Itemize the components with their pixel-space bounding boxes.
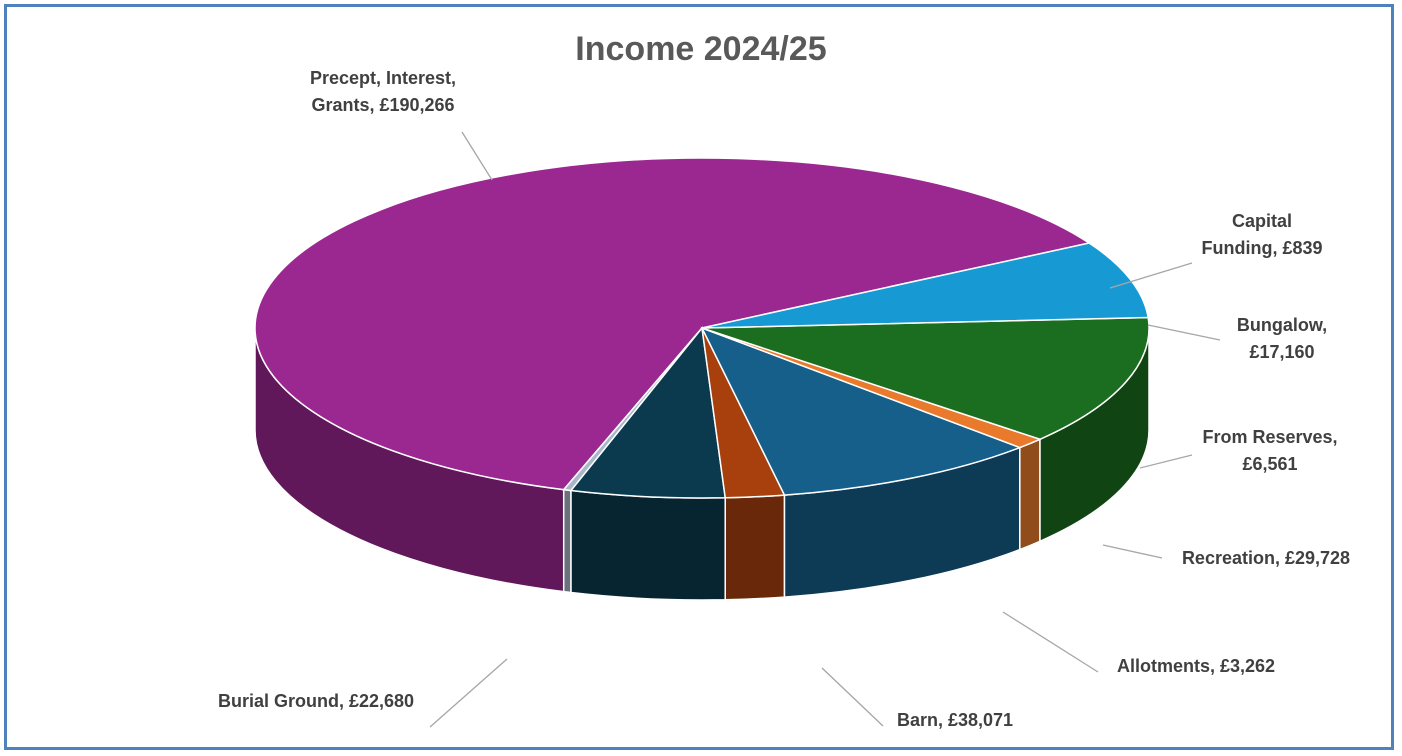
pie-side-3 (570, 489, 726, 601)
pie-top: Precept, Interest, GrantsCapital Funding… (254, 157, 1150, 499)
leader-line-2 (1109, 262, 1193, 289)
chart-title: Income 2024/25 (575, 30, 827, 68)
pie-side-2 (562, 488, 572, 594)
pie-slice-7: Barn (701, 316, 1150, 441)
data-label-7: Barn, £38,071 (897, 710, 1013, 730)
data-label-8: Burial Ground, £22,680 (218, 691, 414, 711)
leader-line-8 (429, 658, 508, 728)
data-label-4: From Reserves, £6,561 (1202, 427, 1337, 474)
leader-line-7 (821, 667, 884, 727)
data-label-5: Recreation, £29,728 (1182, 548, 1350, 568)
data-label-3: Bungalow, £17,160 (1237, 315, 1327, 362)
leader-line-4 (1139, 454, 1193, 469)
pie-slice-1: Precept, Interest, Grants (254, 157, 1092, 491)
pie-slice-5: Recreation (700, 326, 1022, 496)
pie-side-6 (1019, 438, 1041, 551)
pie-slice-8: Burial Ground (701, 242, 1150, 329)
pie-slice-3: Bungalow (569, 326, 727, 499)
data-label-1: Precept, Interest, Grants, £190,266 (310, 68, 456, 115)
leader-line-3 (1147, 324, 1221, 341)
data-label-6: Allotments, £3,262 (1117, 656, 1275, 676)
data-labels: Precept, Interest, Grants, £190,266 Capita… (218, 68, 1350, 730)
leader-line-5 (1102, 544, 1163, 559)
pie-side-4 (724, 494, 786, 601)
leader-line-6 (1002, 611, 1099, 673)
pie-side-walls (254, 327, 1150, 601)
data-label-2: Capital Funding, £839 (1201, 211, 1322, 258)
leader-line-1 (461, 131, 493, 181)
